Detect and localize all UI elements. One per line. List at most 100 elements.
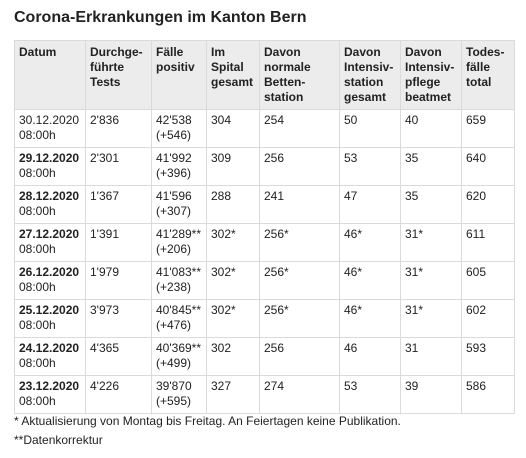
- cell-todesfaelle: 602: [461, 299, 515, 338]
- cell-beatmet: 31*: [400, 223, 462, 262]
- cell-tests: 1'367: [85, 185, 152, 224]
- page-title: Corona-Erkrankungen im Kanton Bern: [14, 9, 307, 26]
- cell-tests: 4'365: [85, 337, 152, 376]
- cell-intensiv-station: 46*: [339, 223, 401, 262]
- cell-datum: 28.12.2020 08:00h: [14, 185, 86, 224]
- table-row: 27.12.2020 08:00h 1'391 41'289** (+206) 302*…: [14, 223, 515, 262]
- cell-beatmet: 35: [400, 147, 462, 186]
- cell-normal-station: 274: [259, 375, 340, 414]
- cell-beatmet: 31: [400, 337, 462, 376]
- cell-normal-station: 256*: [259, 299, 340, 338]
- cell-time-value: 08:00h: [19, 394, 56, 408]
- table-row: 28.12.2020 08:00h 1'367 41'596 (+307) 288 241…: [14, 185, 515, 224]
- table-body: 30.12.2020 08:00h 2'836 42'538 (+546) 304 254…: [14, 109, 515, 414]
- header-beatmet: Davon Intensiv- pflege beatmet: [400, 40, 462, 110]
- cell-normal-station: 256: [259, 147, 340, 186]
- cell-spital: 302*: [206, 299, 260, 338]
- cell-date-value: 23.12.2020: [19, 379, 80, 393]
- cell-time-value: 08:00h: [19, 128, 56, 142]
- cell-datum: 25.12.2020 08:00h: [14, 299, 86, 338]
- table-row: 29.12.2020 08:00h 2'301 41'992 (+396) 309 256…: [14, 147, 515, 186]
- table-row: 30.12.2020 08:00h 2'836 42'538 (+546) 304 254…: [14, 109, 515, 148]
- cell-todesfaelle: 586: [461, 375, 515, 414]
- cell-faelle-positiv: 42'538 (+546): [151, 109, 207, 148]
- cell-spital: 302: [206, 337, 260, 376]
- cell-spital: 304: [206, 109, 260, 148]
- cell-intensiv-station: 46*: [339, 299, 401, 338]
- cell-todesfaelle: 640: [461, 147, 515, 186]
- table-row: 25.12.2020 08:00h 3'973 40'845** (+476) 302*…: [14, 299, 515, 338]
- header-tests: Durchge- führte Tests: [85, 40, 152, 110]
- cell-date-value: 30.12.2020: [19, 113, 80, 127]
- cell-datum: 24.12.2020 08:00h: [14, 337, 86, 376]
- cell-time-value: 08:00h: [19, 356, 56, 370]
- cell-datum: 26.12.2020 08:00h: [14, 261, 86, 300]
- table-row: 23.12.2020 08:00h 4'226 39'870 (+595) 327 274…: [14, 375, 515, 414]
- cell-spital: 302*: [206, 223, 260, 262]
- cell-todesfaelle: 611: [461, 223, 515, 262]
- cell-intensiv-station: 50: [339, 109, 401, 148]
- cell-normal-station: 254: [259, 109, 340, 148]
- cell-beatmet: 31*: [400, 261, 462, 300]
- cell-tests: 4'226: [85, 375, 152, 414]
- cell-tests: 3'973: [85, 299, 152, 338]
- cell-spital: 327: [206, 375, 260, 414]
- footnote-data-correction: **Datenkorrektur: [14, 433, 103, 447]
- cell-datum: 23.12.2020 08:00h: [14, 375, 86, 414]
- header-intensiv-station: Davon Intensiv- station gesamt: [339, 40, 401, 110]
- cell-datum: 30.12.2020 08:00h: [14, 109, 86, 148]
- cell-todesfaelle: 593: [461, 337, 515, 376]
- cell-todesfaelle: 659: [461, 109, 515, 148]
- cell-todesfaelle: 605: [461, 261, 515, 300]
- cell-faelle-positiv: 40'369** (+499): [151, 337, 207, 376]
- cell-date-value: 29.12.2020: [19, 151, 80, 165]
- cell-faelle-positiv: 41'083** (+238): [151, 261, 207, 300]
- cell-normal-station: 256: [259, 337, 340, 376]
- header-todesfaelle: Todes- fälle total: [461, 40, 515, 110]
- cell-time-value: 08:00h: [19, 280, 56, 294]
- cell-spital: 302*: [206, 261, 260, 300]
- cell-datum: 27.12.2020 08:00h: [14, 223, 86, 262]
- cell-spital: 288: [206, 185, 260, 224]
- cell-faelle-positiv: 41'992 (+396): [151, 147, 207, 186]
- cell-faelle-positiv: 41'596 (+307): [151, 185, 207, 224]
- cell-beatmet: 40: [400, 109, 462, 148]
- cell-time-value: 08:00h: [19, 166, 56, 180]
- cell-intensiv-station: 53: [339, 147, 401, 186]
- cell-tests: 1'391: [85, 223, 152, 262]
- cell-normal-station: 256*: [259, 261, 340, 300]
- cell-faelle-positiv: 40'845** (+476): [151, 299, 207, 338]
- table-row: 24.12.2020 08:00h 4'365 40'369** (+499) 302 2…: [14, 337, 515, 376]
- cell-date-value: 28.12.2020: [19, 189, 80, 203]
- header-datum: Datum: [14, 40, 86, 110]
- cell-date-value: 27.12.2020: [19, 227, 80, 241]
- table-row: 26.12.2020 08:00h 1'979 41'083** (+238) 302*…: [14, 261, 515, 300]
- cell-datum: 29.12.2020 08:00h: [14, 147, 86, 186]
- cell-date-value: 25.12.2020: [19, 303, 80, 317]
- table-header-row: Datum Durchge- führte Tests Fälle positi…: [14, 40, 515, 110]
- cell-intensiv-station: 46*: [339, 261, 401, 300]
- cell-date-value: 26.12.2020: [19, 265, 80, 279]
- cell-spital: 309: [206, 147, 260, 186]
- cell-tests: 2'301: [85, 147, 152, 186]
- cell-tests: 1'979: [85, 261, 152, 300]
- cell-time-value: 08:00h: [19, 318, 56, 332]
- cell-time-value: 08:00h: [19, 204, 56, 218]
- cell-beatmet: 39: [400, 375, 462, 414]
- cell-faelle-positiv: 39'870 (+595): [151, 375, 207, 414]
- footnote-update-schedule: * Aktualisierung von Montag bis Freitag.…: [14, 414, 401, 428]
- data-table: Datum Durchge- führte Tests Fälle positi…: [14, 40, 515, 414]
- cell-normal-station: 241: [259, 185, 340, 224]
- footnotes: * Aktualisierung von Montag bis Freitag.…: [14, 412, 401, 450]
- cell-date-value: 24.12.2020: [19, 341, 80, 355]
- header-faelle-positiv: Fälle positiv: [151, 40, 207, 110]
- cell-beatmet: 35: [400, 185, 462, 224]
- header-spital: Im Spital gesamt: [206, 40, 260, 110]
- header-normal-station: Davon normale Betten- station: [259, 40, 340, 110]
- cell-todesfaelle: 620: [461, 185, 515, 224]
- cell-faelle-positiv: 41'289** (+206): [151, 223, 207, 262]
- cell-intensiv-station: 53: [339, 375, 401, 414]
- cell-normal-station: 256*: [259, 223, 340, 262]
- cell-beatmet: 31*: [400, 299, 462, 338]
